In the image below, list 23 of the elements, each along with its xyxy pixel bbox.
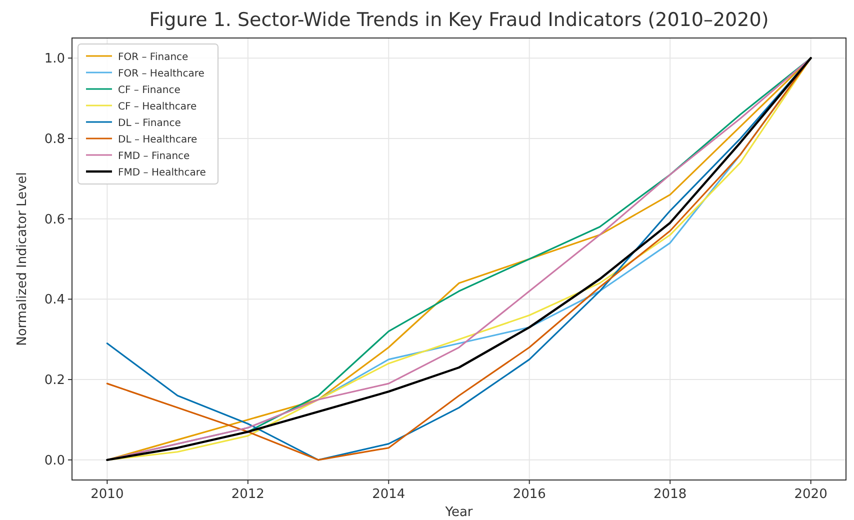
y-tick-label: 0.0 [44,453,65,468]
x-tick-label: 2012 [231,487,264,502]
legend-label: FOR – Finance [118,52,188,63]
legend-label: CF – Healthcare [118,102,197,112]
x-tick-label: 2016 [512,487,546,502]
legend-label: FMD – Finance [118,151,190,162]
x-tick-label: 2010 [90,487,124,502]
chart-title: Figure 1. Sector-Wide Trends in Key Fraud Indicators (2010–2020) [149,9,769,31]
legend-label: DL – Finance [118,118,181,129]
y-axis-title: Normalized Indicator Level [15,172,30,346]
x-axis-title: Year [444,505,474,520]
legend-label: FMD – Healthcare [118,168,206,178]
y-tick-label: 1.0 [44,52,65,67]
legend-label: DL – Healthcare [118,134,198,146]
y-tick-label: 0.6 [44,212,65,228]
x-tick-label: 2018 [654,487,687,502]
y-tick-label: 0.8 [44,132,65,147]
y-tick-label: 0.2 [44,373,65,388]
x-tick-label: 2014 [372,487,406,502]
y-tick-label: 0.4 [44,292,65,308]
x-tick-label: 2020 [794,487,828,502]
legend-label: CF – Finance [118,85,180,96]
legend-label: FOR – Healthcare [118,68,204,80]
